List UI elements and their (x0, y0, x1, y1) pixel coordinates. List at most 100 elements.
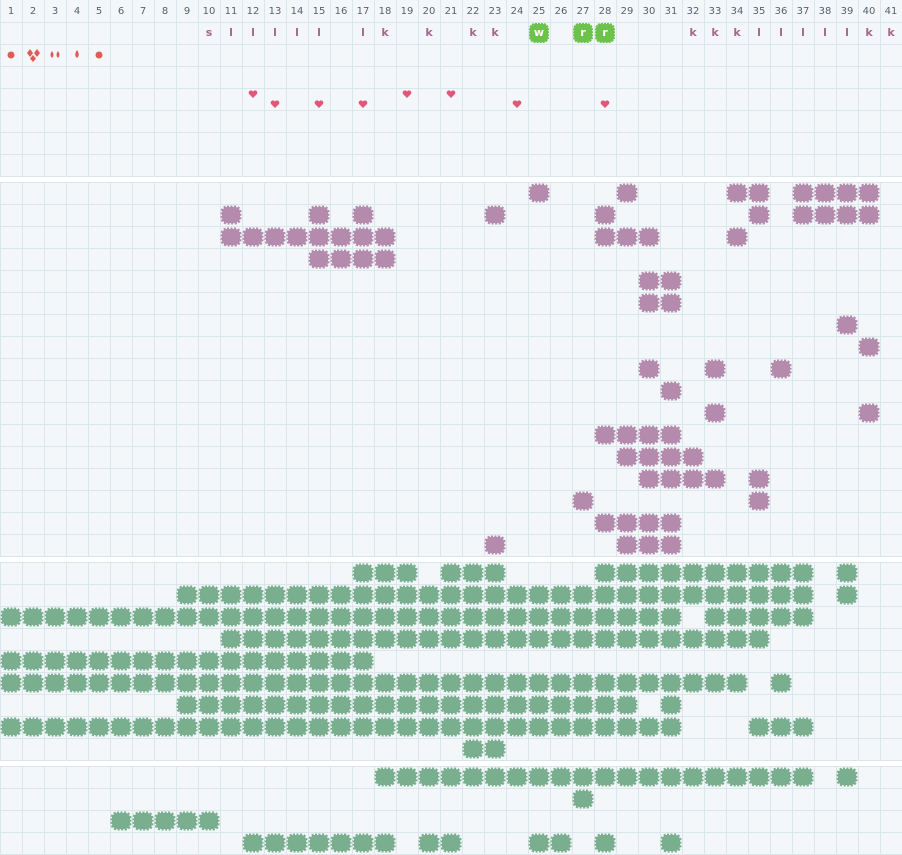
note-cell[interactable] (660, 695, 682, 715)
note-cell[interactable] (770, 717, 792, 737)
track-label[interactable]: l (361, 26, 365, 39)
note-cell[interactable] (286, 651, 308, 671)
note-cell[interactable] (704, 767, 726, 787)
note-cell[interactable] (418, 673, 440, 693)
note-cell[interactable] (748, 607, 770, 627)
note-cell[interactable] (22, 651, 44, 671)
note-cell[interactable] (462, 673, 484, 693)
note-cell[interactable] (110, 607, 132, 627)
note-cell[interactable] (110, 811, 132, 831)
note-cell[interactable] (748, 585, 770, 605)
note-cell[interactable] (704, 469, 726, 489)
note-cell[interactable] (286, 227, 308, 247)
note-cell[interactable] (616, 563, 638, 583)
note-cell[interactable] (792, 205, 814, 225)
note-cell[interactable] (638, 535, 660, 555)
note-cell[interactable] (352, 227, 374, 247)
note-cell[interactable] (418, 585, 440, 605)
note-cell[interactable] (594, 563, 616, 583)
note-cell[interactable] (572, 717, 594, 737)
note-cell[interactable] (374, 607, 396, 627)
note-cell[interactable] (660, 535, 682, 555)
track-label[interactable]: k (381, 26, 389, 39)
note-cell[interactable] (352, 673, 374, 693)
note-cell[interactable] (638, 563, 660, 583)
note-cell[interactable] (550, 695, 572, 715)
note-cell[interactable] (836, 563, 858, 583)
note-cell[interactable] (198, 651, 220, 671)
note-cell[interactable] (528, 673, 550, 693)
note-cell[interactable] (242, 651, 264, 671)
note-cell[interactable] (528, 607, 550, 627)
track-label[interactable]: k (491, 26, 499, 39)
note-cell[interactable] (374, 695, 396, 715)
note-cell[interactable] (572, 673, 594, 693)
note-cell[interactable] (330, 717, 352, 737)
note-cell[interactable] (66, 673, 88, 693)
note-cell[interactable] (704, 403, 726, 423)
note-cell[interactable] (572, 629, 594, 649)
note-cell[interactable] (792, 563, 814, 583)
note-cell[interactable] (484, 585, 506, 605)
note-cell[interactable] (484, 535, 506, 555)
note-cell[interactable] (308, 673, 330, 693)
note-cell[interactable] (616, 447, 638, 467)
note-cell[interactable] (836, 315, 858, 335)
note-cell[interactable] (176, 717, 198, 737)
note-cell[interactable] (242, 833, 264, 853)
note-cell[interactable] (396, 629, 418, 649)
track-label[interactable]: k (865, 26, 873, 39)
note-cell[interactable] (462, 585, 484, 605)
note-cell[interactable] (858, 403, 880, 423)
note-cell[interactable] (462, 563, 484, 583)
track-label[interactable]: r (580, 26, 586, 39)
note-cell[interactable] (638, 447, 660, 467)
note-cell[interactable] (330, 833, 352, 853)
note-cell[interactable] (374, 585, 396, 605)
note-cell[interactable] (220, 205, 242, 225)
note-cell[interactable] (528, 695, 550, 715)
note-cell[interactable] (198, 717, 220, 737)
note-cell[interactable] (594, 629, 616, 649)
track-label[interactable]: k (425, 26, 433, 39)
note-cell[interactable] (726, 607, 748, 627)
note-cell[interactable] (0, 673, 22, 693)
note-cell[interactable] (286, 607, 308, 627)
note-cell[interactable] (132, 717, 154, 737)
note-cell[interactable] (638, 359, 660, 379)
note-cell[interactable] (374, 249, 396, 269)
note-cell[interactable] (220, 695, 242, 715)
note-cell[interactable] (308, 205, 330, 225)
note-cell[interactable] (792, 183, 814, 203)
note-cell[interactable] (726, 585, 748, 605)
note-cell[interactable] (88, 673, 110, 693)
note-cell[interactable] (704, 359, 726, 379)
note-cell[interactable] (132, 651, 154, 671)
note-cell[interactable] (616, 535, 638, 555)
note-cell[interactable] (66, 651, 88, 671)
note-cell[interactable] (88, 607, 110, 627)
note-cell[interactable] (440, 629, 462, 649)
note-cell[interactable] (704, 629, 726, 649)
note-cell[interactable] (638, 513, 660, 533)
note-cell[interactable] (528, 833, 550, 853)
note-cell[interactable] (792, 717, 814, 737)
note-cell[interactable] (528, 183, 550, 203)
note-cell[interactable] (638, 227, 660, 247)
note-cell[interactable] (264, 607, 286, 627)
note-cell[interactable] (572, 585, 594, 605)
note-cell[interactable] (594, 585, 616, 605)
note-cell[interactable] (616, 717, 638, 737)
note-cell[interactable] (374, 717, 396, 737)
note-cell[interactable] (440, 585, 462, 605)
note-cell[interactable] (726, 183, 748, 203)
note-cell[interactable] (462, 767, 484, 787)
note-cell[interactable] (660, 513, 682, 533)
note-cell[interactable] (594, 673, 616, 693)
note-cell[interactable] (352, 563, 374, 583)
track-label[interactable]: l (251, 26, 255, 39)
note-cell[interactable] (616, 183, 638, 203)
note-cell[interactable] (66, 717, 88, 737)
note-cell[interactable] (308, 607, 330, 627)
note-cell[interactable] (308, 833, 330, 853)
